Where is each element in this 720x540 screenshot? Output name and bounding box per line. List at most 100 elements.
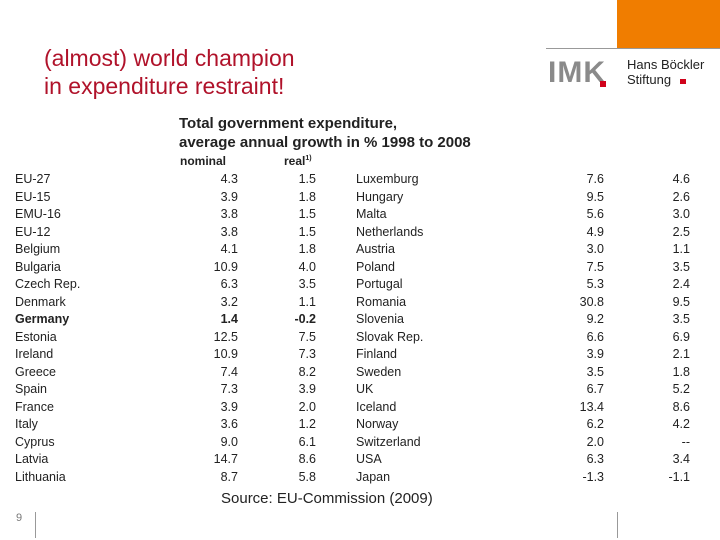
page-number: 9	[16, 512, 23, 524]
slide-title: (almost) world champion in expenditure r…	[44, 44, 295, 100]
source-note: Source: EU-Commission (2009)	[221, 490, 433, 507]
table-cell-left-nominal: 12.5	[213, 329, 238, 344]
foundation-logo-mark	[680, 79, 686, 84]
table-cell-right-nominal: 2.0	[586, 434, 604, 449]
table-cell-right-real: 3.5	[672, 259, 690, 274]
header-nominal: nominal	[180, 154, 227, 168]
table-cell-right-country: USA	[356, 452, 382, 466]
table-cell-right-real: 6.9	[672, 329, 690, 344]
table-cell-left-real: 5.8	[298, 469, 316, 484]
expenditure-table: EU-27 4.3 1.5 Luxemburg 7.6 4.6 EU-15 3.9 1.8 Hun…	[0, 171, 720, 486]
table-cell-left-country: Cyprus	[15, 434, 55, 449]
table-cell-right-real: 3.4	[672, 452, 690, 466]
header-real-label: real	[284, 154, 306, 168]
table-cell-right-real: 2.4	[672, 277, 690, 291]
table-cell-left-country: Ireland	[15, 347, 54, 361]
table-row: Greece 7.4 8.2 Sweden 3.5 1.8	[0, 364, 720, 382]
table-cell-left-nominal: 7.3	[220, 382, 238, 396]
table-cell-right-nominal: 3.0	[586, 242, 604, 256]
table-cell-right-nominal: 9.5	[586, 189, 604, 204]
table-cell-left-nominal: 7.4	[220, 364, 238, 379]
table-cell-left-real: 2.0	[298, 399, 316, 414]
table-cell-left-nominal: 14.7	[213, 452, 238, 466]
table-cell-right-country: Slovak Rep.	[356, 329, 424, 344]
table-cell-right-real: --	[681, 434, 690, 449]
table-cell-right-real: 4.2	[672, 417, 690, 431]
table-cell-left-real: 1.2	[298, 417, 316, 431]
orange-corner-block	[617, 0, 720, 48]
table-row: Bulgaria 10.9 4.0 Poland 7.5 3.5	[0, 259, 720, 277]
imk-logo: IMK	[548, 56, 606, 89]
table-cell-right-country: UK	[356, 382, 374, 396]
slide-title-line2: in expenditure restraint!	[44, 73, 285, 99]
table-cell-right-real: 2.5	[672, 224, 690, 239]
table-cell-right-country: Malta	[356, 207, 387, 221]
header-real: real1)	[284, 154, 312, 168]
table-cell-left-real: 1.8	[298, 242, 316, 256]
table-cell-right-country: Iceland	[356, 399, 397, 414]
table-cell-right-nominal: 7.5	[586, 259, 604, 274]
table-cell-right-nominal: 6.3	[586, 452, 604, 466]
table-cell-left-real: 6.1	[298, 434, 316, 449]
table-cell-left-nominal: 3.9	[220, 189, 238, 204]
table-cell-left-nominal: 10.9	[213, 347, 238, 361]
table-cell-right-country: Netherlands	[356, 224, 424, 239]
table-cell-left-nominal: 3.8	[220, 207, 238, 221]
table-cell-left-country: Bulgaria	[15, 259, 61, 274]
table-cell-left-country: Latvia	[15, 452, 49, 466]
table-cell-left-real: 3.5	[298, 277, 316, 291]
table-cell-left-real: 1.5	[298, 207, 316, 221]
table-cell-right-country: Slovenia	[356, 312, 404, 326]
table-cell-right-nominal: 3.5	[586, 364, 604, 379]
table-cell-left-nominal: 3.2	[220, 294, 238, 309]
table-cell-left-country: Belgium	[15, 242, 61, 256]
table-cell-right-nominal: 9.2	[586, 312, 604, 326]
table-row: EU-27 4.3 1.5 Luxemburg 7.6 4.6	[0, 171, 720, 189]
table-cell-left-country: EU-12	[15, 224, 51, 239]
table-cell-right-country: Luxemburg	[356, 172, 419, 186]
table-cell-left-country: Greece	[15, 364, 56, 379]
table-cell-left-nominal: 6.3	[220, 277, 238, 291]
table-row: Spain 7.3 3.9 UK 6.7 5.2	[0, 381, 720, 399]
table-cell-right-nominal: 6.7	[586, 382, 604, 396]
table-cell-right-country: Norway	[356, 417, 399, 431]
table-cell-left-nominal: 9.0	[220, 434, 238, 449]
table-cell-left-real: -0.2	[294, 312, 316, 326]
table-row: EU-12 3.8 1.5 Netherlands 4.9 2.5	[0, 224, 720, 242]
table-cell-right-nominal: 13.4	[579, 399, 604, 414]
table-row: Latvia 14.7 8.6 USA 6.3 3.4	[0, 451, 720, 469]
table-row: Denmark 3.2 1.1 Romania 30.8 9.5	[0, 294, 720, 312]
table-cell-left-real: 1.8	[298, 189, 316, 204]
table-row: EU-15 3.9 1.8 Hungary 9.5 2.6	[0, 189, 720, 207]
table-cell-left-country: EU-15	[15, 189, 51, 204]
table-cell-left-real: 7.3	[298, 347, 316, 361]
table-cell-left-country: Germany	[15, 312, 70, 326]
table-row: Estonia 12.5 7.5 Slovak Rep. 6.6 6.9	[0, 329, 720, 347]
table-title-line2: average annual growth in % 1998 to 2008	[179, 134, 471, 151]
table-cell-right-country: Switzerland	[356, 434, 421, 449]
table-row: Ireland 10.9 7.3 Finland 3.9 2.1	[0, 346, 720, 364]
foundation-logo: Hans Böckler Stiftung	[627, 57, 704, 87]
table-cell-right-real: 4.6	[672, 172, 690, 186]
header-real-footnote: 1)	[305, 155, 312, 162]
table-cell-right-nominal: 6.2	[586, 417, 604, 431]
table-cell-left-nominal: 3.8	[220, 224, 238, 239]
table-cell-left-country: Italy	[15, 417, 38, 431]
table-cell-right-nominal: 30.8	[579, 294, 604, 309]
table-cell-left-country: Estonia	[15, 329, 57, 344]
table-cell-right-country: Finland	[356, 347, 397, 361]
table-cell-right-country: Hungary	[356, 189, 404, 204]
table-row: Cyprus 9.0 6.1 Switzerland 2.0 --	[0, 434, 720, 452]
table-cell-right-nominal: 4.9	[586, 224, 604, 239]
table-cell-left-country: Spain	[15, 382, 47, 396]
table-cell-left-nominal: 1.4	[220, 312, 238, 326]
logo-divider	[546, 48, 720, 49]
table-cell-left-nominal: 4.3	[220, 172, 238, 186]
table-cell-right-nominal: 5.6	[586, 207, 604, 221]
table-cell-left-real: 1.1	[298, 294, 316, 309]
table-cell-left-real: 1.5	[298, 224, 316, 239]
table-cell-left-real: 3.9	[298, 382, 316, 396]
footer-divider-right	[617, 512, 618, 538]
table-row: Italy 3.6 1.2 Norway 6.2 4.2	[0, 416, 720, 434]
table-cell-right-real: 3.0	[672, 207, 690, 221]
